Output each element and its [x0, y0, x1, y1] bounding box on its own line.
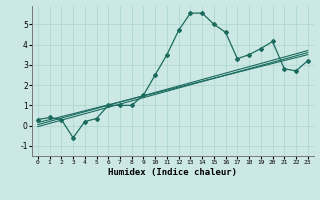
X-axis label: Humidex (Indice chaleur): Humidex (Indice chaleur)	[108, 168, 237, 177]
